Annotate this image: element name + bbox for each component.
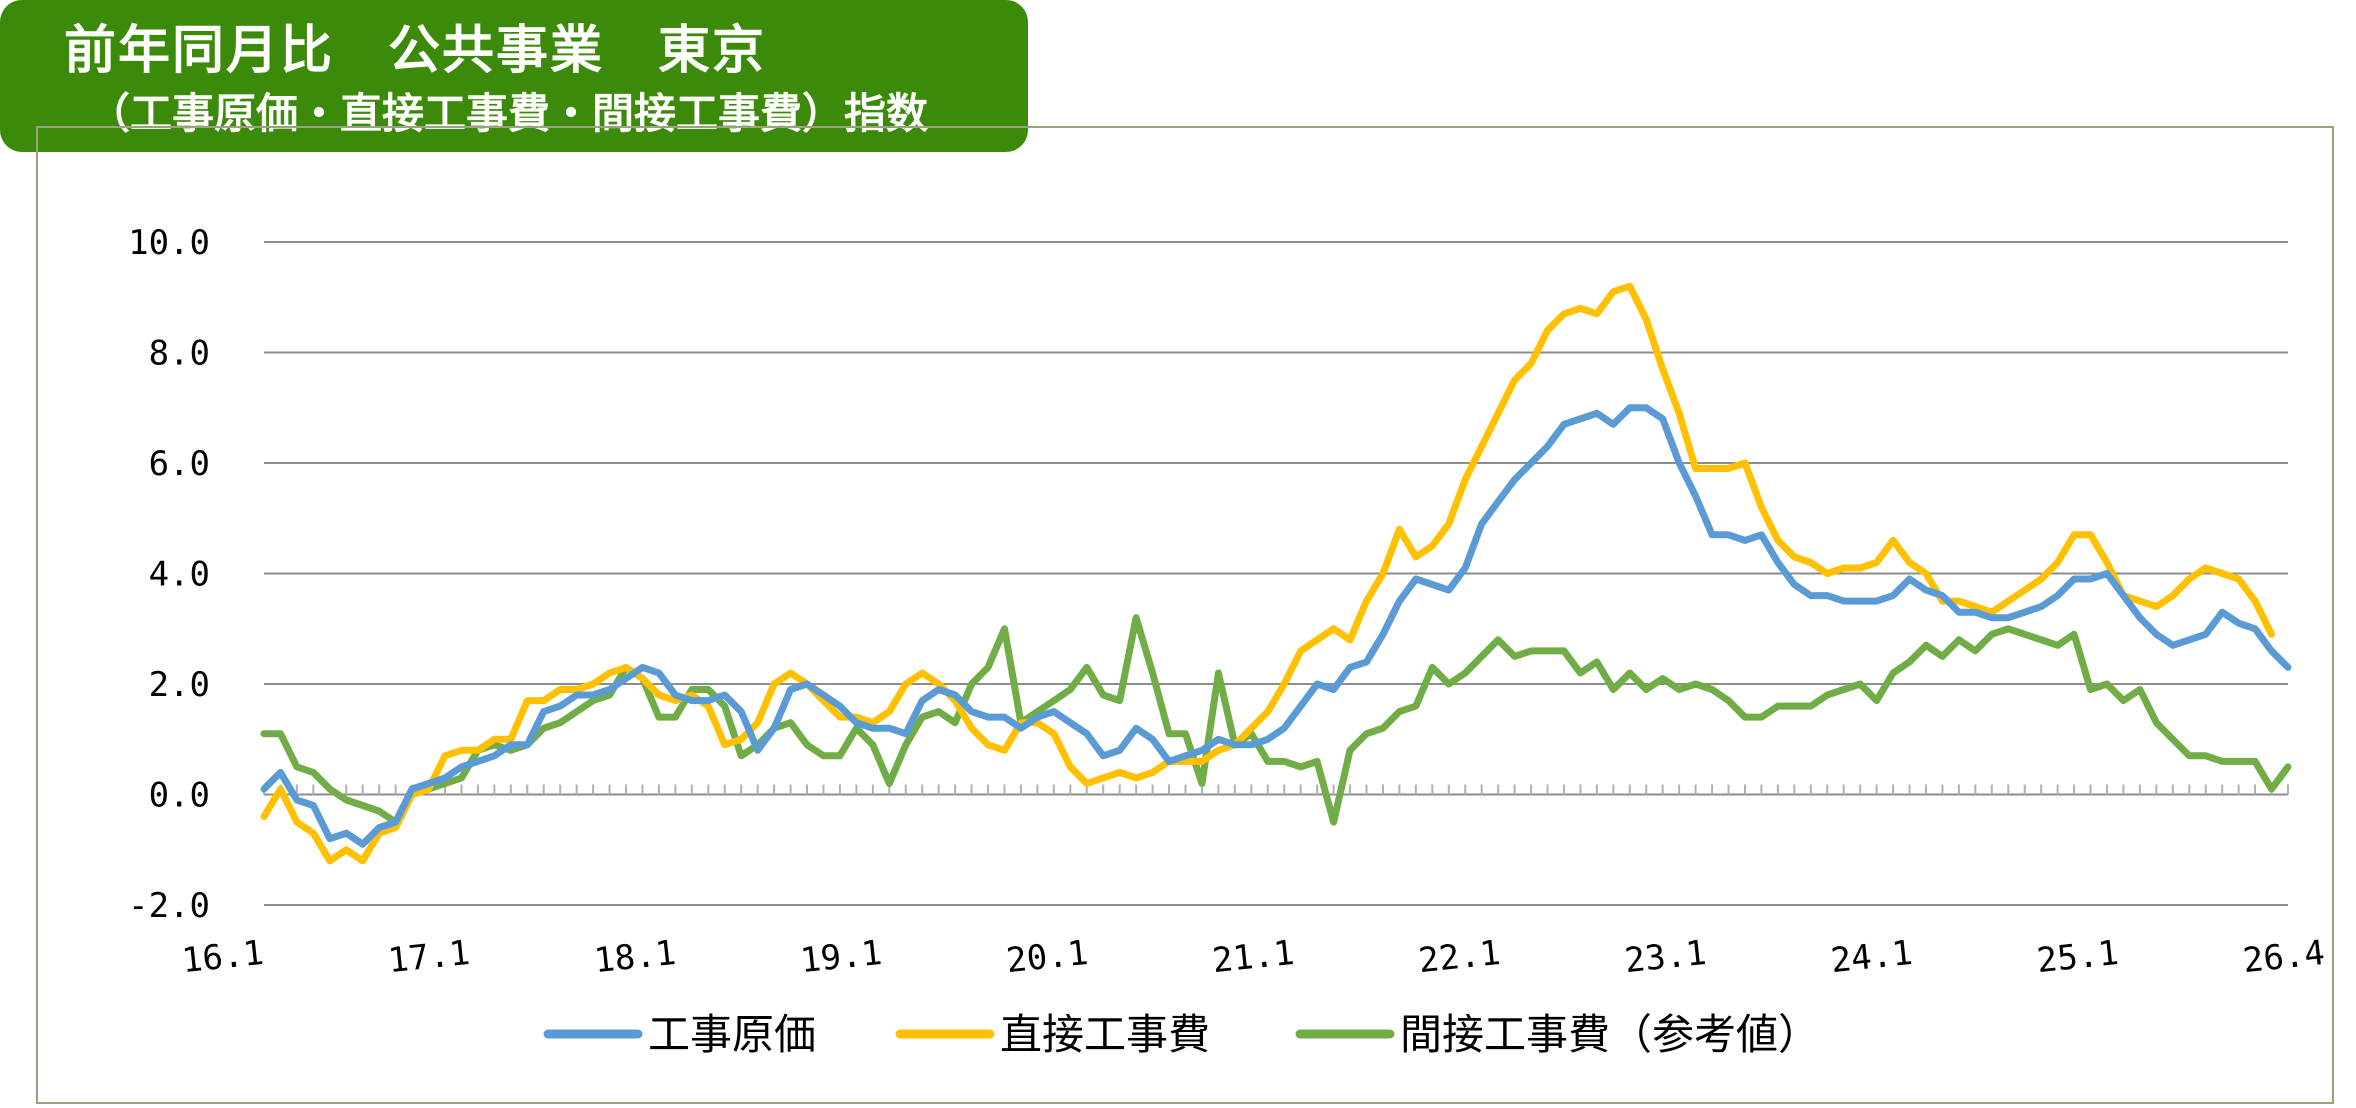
legend-label: 間接工事費（参考値） xyxy=(1400,1010,1820,1059)
y-axis-ticks: 10.0 8.0 6.0 4.0 2.0 0.0 -2.0 xyxy=(128,223,210,926)
x-tick-label: 18.1 xyxy=(592,933,678,981)
x-tick-label: 22.1 xyxy=(1417,933,1503,981)
chart-frame xyxy=(36,126,2334,1104)
x-tick-label: 20.1 xyxy=(1004,933,1090,981)
series-layer xyxy=(260,282,2292,865)
y-tick-label: 10.0 xyxy=(128,223,210,263)
x-axis-ticks: 16.1 17.1 18.1 19.1 20.1 21.1 22.1 23.1 24.1 25.1… xyxy=(180,933,2327,981)
x-tick-label: 24.1 xyxy=(1829,933,1915,981)
x-tick-label: 23.1 xyxy=(1623,933,1709,981)
legend-label: 直接工事費 xyxy=(1000,1010,1210,1059)
y-tick-label: -2.0 xyxy=(128,886,210,926)
y-tick-label: 6.0 xyxy=(149,444,210,484)
x-tick-label: 26.4 xyxy=(2241,933,2327,981)
legend-label: 工事原価 xyxy=(648,1010,816,1059)
y-tick-label: 8.0 xyxy=(149,334,210,374)
chart-subtitle: （工事原価・直接工事費・間接工事費）指数 xyxy=(88,89,929,138)
y-tick-label: 2.0 xyxy=(149,665,210,705)
y-tick-label: 0.0 xyxy=(149,776,210,816)
series-line-1 xyxy=(260,404,2292,848)
grid-layer xyxy=(263,241,2289,906)
series-line-3 xyxy=(260,614,2292,826)
x-tick-label: 25.1 xyxy=(2035,933,2121,981)
y-tick-label: 4.0 xyxy=(149,555,210,595)
x-tick-label: 21.1 xyxy=(1211,933,1297,981)
chart-title: 前年同月比 公共事業 東京 xyxy=(64,21,767,81)
x-tick-label: 19.1 xyxy=(798,933,884,981)
x-tick-label: 17.1 xyxy=(386,933,472,981)
x-tick-label: 16.1 xyxy=(180,933,266,981)
legend: 工事原価 直接工事費 間接工事費（参考値） xyxy=(543,1010,1820,1059)
title-box: 前年同月比 公共事業 東京 （工事原価・直接工事費・間接工事費）指数 xyxy=(0,0,1028,152)
